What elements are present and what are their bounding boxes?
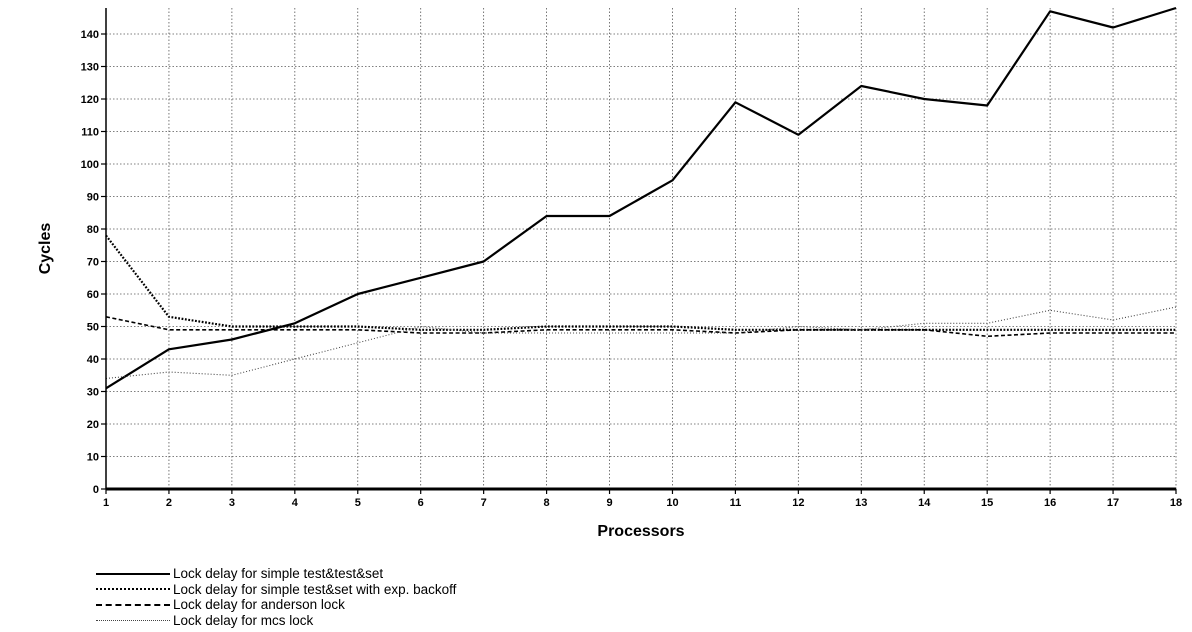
x-tick-label: 7 bbox=[481, 497, 487, 509]
y-tick-label: 20 bbox=[87, 419, 99, 431]
legend-label: Lock delay for mcs lock bbox=[173, 612, 314, 628]
y-tick-label: 120 bbox=[81, 94, 99, 106]
y-tick-label: 130 bbox=[81, 62, 99, 74]
x-tick-label: 12 bbox=[792, 497, 804, 509]
y-tick-label: 30 bbox=[87, 387, 99, 399]
y-tick-label: 110 bbox=[81, 127, 99, 139]
y-tick-label: 70 bbox=[87, 257, 99, 269]
x-tick-label: 2 bbox=[166, 497, 172, 509]
x-tick-label: 9 bbox=[606, 497, 612, 509]
x-tick-label: 4 bbox=[292, 497, 299, 509]
series-line bbox=[105, 306, 1177, 380]
gridlines bbox=[106, 8, 1177, 489]
x-tick-label: 10 bbox=[666, 497, 678, 509]
series-line bbox=[105, 316, 1176, 338]
y-axis-ticks: 0 10 20 30 40 50 60 70 80 90 100 110 120 130 140 bbox=[81, 29, 106, 496]
x-tick-label: 11 bbox=[730, 497, 742, 509]
x-tick-label: 17 bbox=[1107, 497, 1119, 509]
legend-label: Lock delay for simple test&test&set bbox=[173, 566, 384, 582]
series-lines bbox=[105, 6, 1177, 390]
legend-item: Lock delay for mcs lock bbox=[96, 613, 456, 629]
series-line bbox=[105, 234, 1176, 331]
x-axis-ticks: 1 2 3 4 5 6 7 8 9 10 11 12 13 14 15 16 17 18 bbox=[103, 489, 1182, 509]
legend: Lock delay for simple test&test&set Lock … bbox=[96, 566, 456, 628]
x-tick-label: 1 bbox=[103, 497, 109, 509]
legend-item: Lock delay for anderson lock bbox=[96, 597, 456, 613]
y-tick-label: 100 bbox=[81, 159, 99, 171]
y-axis-title: Cycles bbox=[37, 223, 54, 275]
legend-swatch bbox=[96, 603, 170, 606]
y-tick-label: 0 bbox=[93, 484, 99, 496]
x-tick-label: 8 bbox=[544, 497, 550, 509]
x-axis-title: Processors bbox=[597, 523, 684, 540]
y-tick-label: 80 bbox=[87, 224, 99, 236]
y-tick-label: 10 bbox=[87, 452, 99, 464]
legend-item: Lock delay for simple test&set with exp.… bbox=[96, 582, 456, 598]
legend-swatch bbox=[96, 619, 170, 621]
x-tick-label: 3 bbox=[229, 497, 235, 509]
y-tick-label: 60 bbox=[87, 289, 99, 301]
x-tick-label: 6 bbox=[418, 497, 424, 509]
x-tick-label: 13 bbox=[855, 497, 867, 509]
y-tick-label: 90 bbox=[87, 192, 99, 204]
legend-item: Lock delay for simple test&test&set bbox=[96, 566, 456, 582]
y-tick-label: 50 bbox=[87, 322, 99, 334]
series-line bbox=[105, 6, 1177, 390]
x-tick-label: 15 bbox=[981, 497, 993, 509]
legend-swatch bbox=[96, 572, 170, 575]
y-tick-label: 140 bbox=[81, 29, 99, 41]
legend-swatch bbox=[96, 588, 170, 591]
x-tick-label: 5 bbox=[355, 497, 361, 509]
x-tick-label: 16 bbox=[1044, 497, 1056, 509]
x-tick-label: 14 bbox=[918, 497, 931, 509]
legend-label: Lock delay for anderson lock bbox=[173, 597, 345, 613]
y-tick-label: 40 bbox=[87, 354, 99, 366]
legend-label: Lock delay for simple test&set with exp.… bbox=[173, 581, 457, 597]
x-tick-label: 18 bbox=[1170, 497, 1182, 509]
